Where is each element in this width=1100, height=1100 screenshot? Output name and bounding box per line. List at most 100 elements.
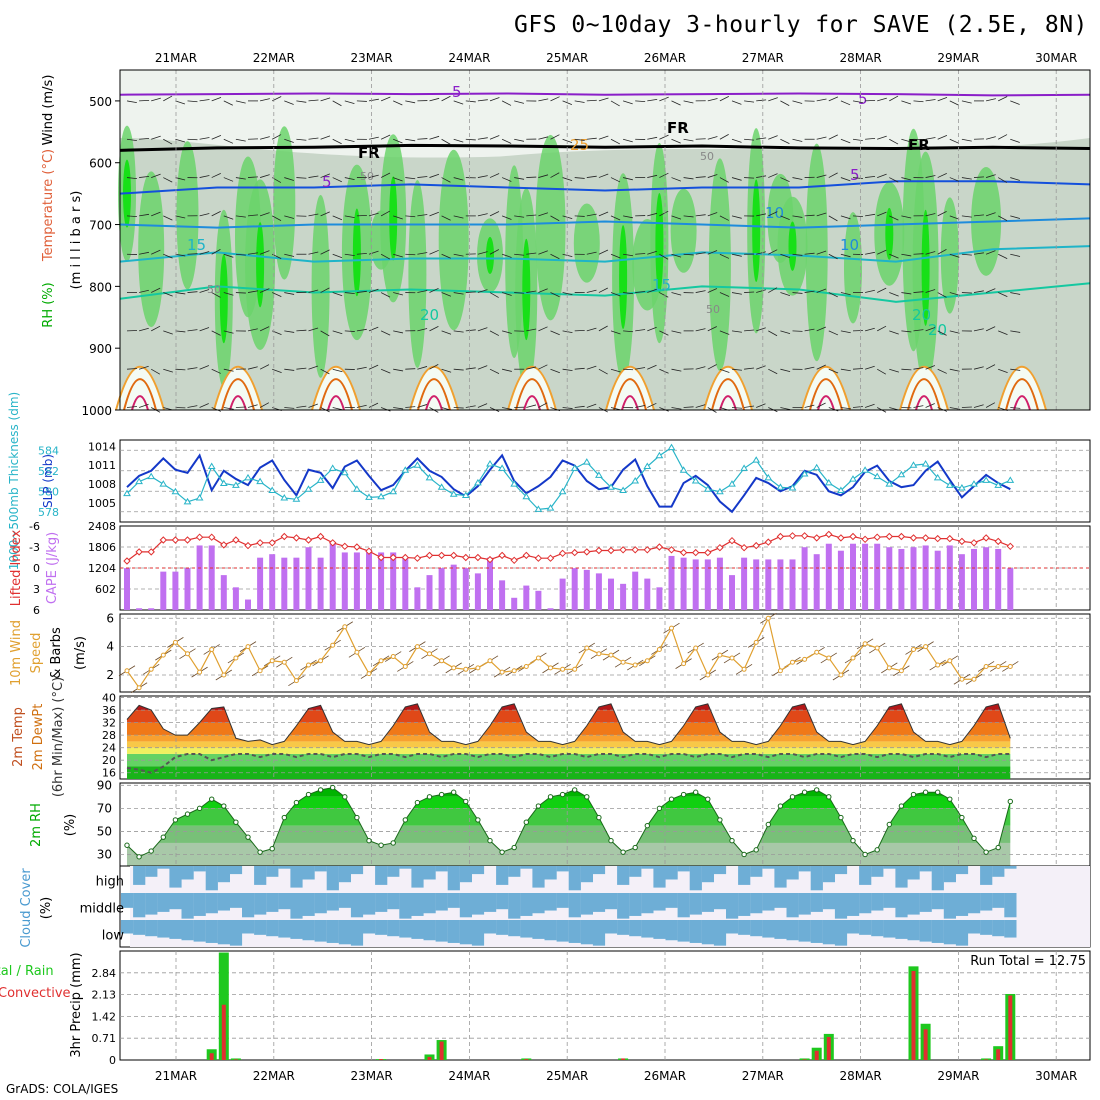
pressure-tick-label: 500 <box>89 95 112 109</box>
wind-speed-marker <box>463 666 469 672</box>
rh-marker <box>922 789 929 795</box>
wind-barb <box>501 138 512 144</box>
rh-marker <box>705 796 711 802</box>
wind-barb <box>526 176 537 178</box>
cloud-cover-bar <box>229 893 243 908</box>
wind-barb <box>792 100 803 104</box>
wind-speed-marker <box>995 663 1001 669</box>
wind-barb <box>647 212 658 217</box>
cloud-cover-bar <box>290 920 303 939</box>
wind-barb <box>780 177 790 182</box>
wind-barb <box>344 215 355 219</box>
date-label-top: 21MAR <box>155 51 197 65</box>
cape-tick-label: 2408 <box>88 520 116 533</box>
cloud-cover-bar <box>387 893 400 910</box>
wind-speed-marker <box>402 663 408 669</box>
lifted-index-marker <box>401 553 410 562</box>
cloud-cover-bar <box>471 893 485 915</box>
wind-barb <box>441 138 451 145</box>
lifted-index-marker <box>812 534 821 542</box>
wind-speed-marker <box>233 655 239 661</box>
wind-barb <box>586 289 597 293</box>
cloud-cover-bar <box>169 920 182 939</box>
rh-marker <box>850 837 856 844</box>
wind-barb <box>816 364 826 370</box>
wind-barb <box>889 253 899 259</box>
wind-barb <box>417 214 428 217</box>
wind-barb <box>707 250 718 255</box>
wind-barb <box>985 364 996 370</box>
wind-barb <box>453 253 464 257</box>
rh-band <box>127 825 1011 843</box>
cloud-cover-bar <box>955 920 969 946</box>
wind-barb <box>901 177 912 181</box>
wind-barb <box>308 99 319 102</box>
rh-marker <box>196 805 203 812</box>
date-label-top: 27MAR <box>742 51 784 65</box>
cloud-cover-bar <box>617 920 630 935</box>
wind-barb <box>683 253 694 256</box>
wind-barb <box>623 215 633 219</box>
wind-speed-marker <box>777 668 783 674</box>
wind-barb <box>211 134 222 140</box>
cloud-cover-bar <box>205 920 218 943</box>
wind-speed-marker <box>185 651 190 657</box>
rh-marker <box>644 822 650 829</box>
rh-marker <box>475 817 481 823</box>
cloud-cover-bar <box>217 893 230 911</box>
rh-saturated-core <box>486 236 494 274</box>
cape-bar <box>462 568 469 610</box>
wind-barb <box>211 330 221 336</box>
pressure-tick-label: 700 <box>89 219 112 233</box>
wind-speed-marker <box>620 659 626 665</box>
wind-barb <box>405 368 416 370</box>
slp-marker <box>800 470 809 477</box>
wind-speed-marker <box>584 645 590 651</box>
lifted-index-marker <box>704 548 712 557</box>
wind-barb <box>223 330 234 334</box>
contour-label: FR <box>358 144 380 162</box>
cape-bar <box>825 543 832 610</box>
lifted-index-marker <box>389 553 397 562</box>
cape-bar <box>753 559 760 610</box>
warm-cone-30C <box>417 378 451 411</box>
cape-bar <box>1007 568 1014 610</box>
cloud-cover-bar <box>883 920 896 938</box>
slp-marker <box>655 451 664 459</box>
wind-barb <box>368 364 379 370</box>
cloud-cover-bar <box>326 893 339 911</box>
slp-marker <box>728 480 736 487</box>
wind-barb <box>586 403 597 408</box>
cloud-cover-bar <box>883 866 896 869</box>
wind-speed-marker <box>548 665 553 671</box>
cloud-cover-bar <box>568 920 581 943</box>
wind-barb <box>780 215 790 221</box>
cape-bar <box>886 547 893 610</box>
wind-barb <box>356 100 367 102</box>
contour-label: 25 <box>570 136 589 154</box>
cape-bar <box>329 543 336 610</box>
cloud-cover-bar <box>713 920 727 946</box>
wind-barb <box>659 134 669 140</box>
rh-marker <box>209 796 215 802</box>
wind-barb <box>756 365 766 370</box>
cloud-cover-bar <box>798 920 811 942</box>
wind-speed-marker <box>197 669 203 675</box>
cloud-cover-bar <box>375 866 388 885</box>
lifted-index-marker <box>595 546 603 555</box>
wind-barb <box>477 327 488 332</box>
rh-marker <box>971 835 977 842</box>
slp-marker <box>377 492 385 500</box>
cloud-cover-bar <box>943 866 956 883</box>
cloud-cover-bar <box>520 920 533 938</box>
cape-bar <box>269 554 276 610</box>
cloud-cover-bar <box>544 866 557 880</box>
wind-barb <box>852 368 864 370</box>
temp-band <box>127 741 1011 748</box>
rh-marker <box>269 846 275 852</box>
cloud-cover-bar <box>169 893 182 910</box>
cape-bar <box>922 545 929 610</box>
wind-speed-marker <box>342 624 348 630</box>
wind-barb <box>429 364 439 370</box>
wind-barb <box>417 366 428 370</box>
